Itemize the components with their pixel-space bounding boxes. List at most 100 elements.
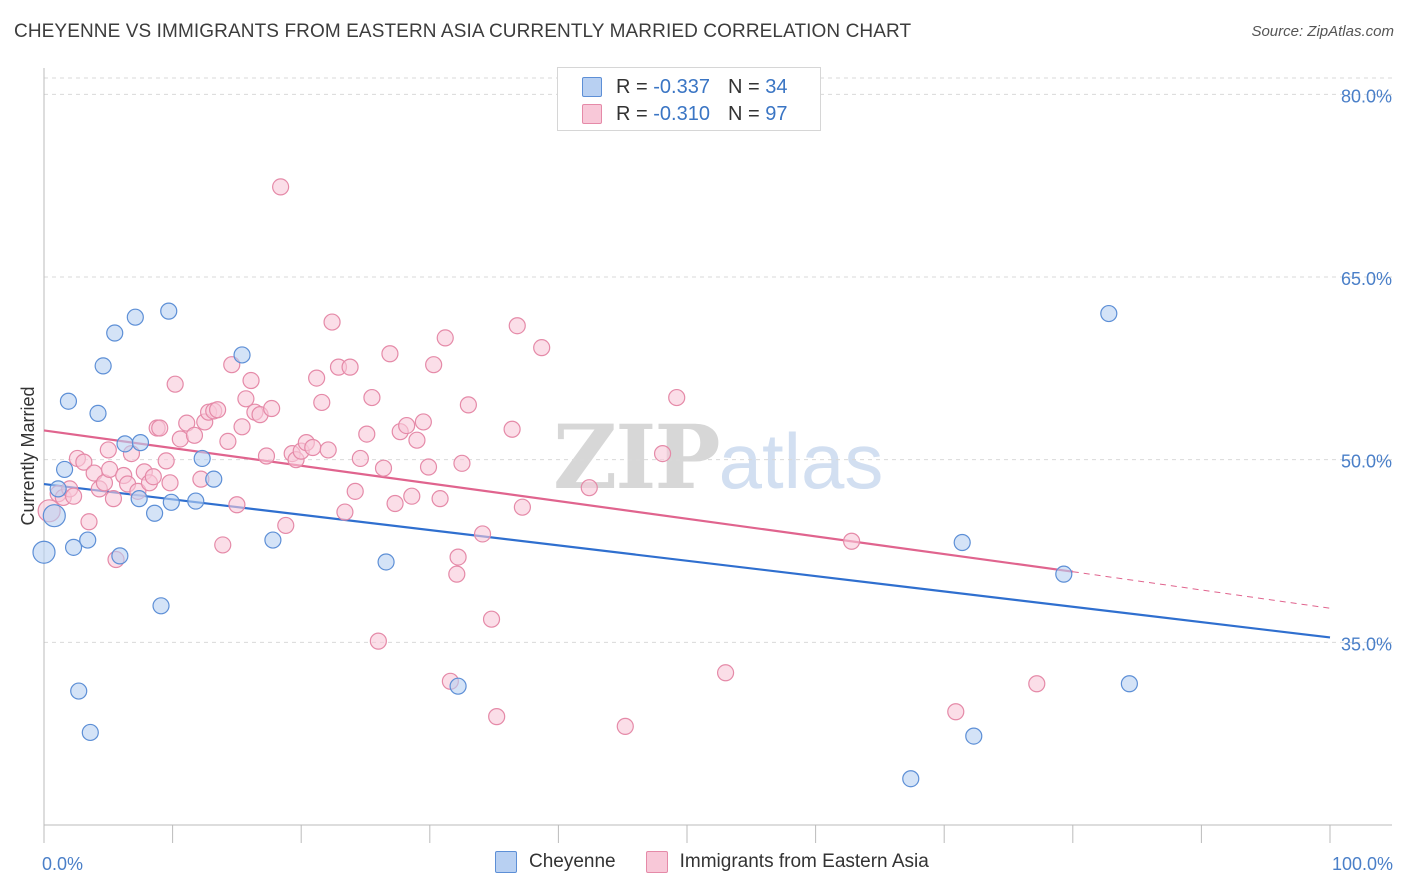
eastasia-point	[144, 468, 162, 486]
cheyenne-point	[449, 677, 467, 695]
eastasia-legend-label: Immigrants from Eastern Asia	[679, 851, 929, 872]
cheyenne-point	[126, 308, 144, 326]
cheyenne-point	[1055, 565, 1073, 583]
cheyenne-point	[377, 553, 395, 571]
eastasia-point	[277, 516, 295, 535]
eastasia-point	[453, 454, 471, 472]
eastasia-point	[185, 426, 204, 444]
eastasia-point	[398, 416, 416, 435]
data-points	[32, 178, 1138, 788]
eastasia-point	[473, 525, 492, 543]
cheyenne-point	[32, 540, 56, 564]
cheyenne-point	[106, 324, 124, 342]
cheyenne-point	[130, 490, 148, 508]
cheyenne-swatch	[582, 77, 602, 97]
eastasia-point	[947, 703, 965, 721]
cheyenne-point	[902, 770, 920, 788]
trend-lines	[43, 429, 1331, 639]
eastasia-point	[336, 503, 354, 521]
cheyenne-point	[55, 460, 74, 479]
eastasia-point	[488, 708, 506, 726]
eastasia-point	[263, 399, 281, 418]
eastasia-point	[100, 460, 119, 479]
eastasia-point	[75, 453, 93, 471]
cheyenne-point	[264, 531, 282, 549]
eastasia-trend-line	[43, 429, 1073, 573]
cheyenne-point	[162, 493, 180, 511]
legend-n-label: N =	[727, 75, 760, 98]
eastasia-point	[346, 482, 364, 500]
eastasia-point	[319, 441, 337, 459]
eastasia-point	[503, 420, 521, 438]
eastasia-point	[419, 458, 438, 476]
eastasia-point	[363, 388, 381, 407]
y-tick-label: 50.0%	[1341, 452, 1392, 472]
x-tick-label: 100.0%	[1332, 854, 1393, 874]
eastasia-point	[425, 356, 443, 374]
cheyenne-point	[965, 727, 983, 745]
eastasia-point	[716, 664, 735, 682]
y-axis-title: Currently Married	[18, 386, 38, 525]
eastasia-point	[313, 393, 331, 412]
eastasia-point	[80, 513, 98, 531]
cheyenne-point	[1120, 675, 1138, 693]
x-tick-label: 0.0%	[42, 854, 83, 874]
cheyenne-point	[953, 533, 971, 552]
eastasia-swatch	[582, 104, 602, 124]
eastasia-point	[99, 441, 117, 459]
eastasia-point	[161, 474, 179, 492]
legend-r-value: -0.310	[653, 102, 710, 125]
eastasia-point	[513, 498, 531, 516]
legend-r-value: -0.337	[653, 75, 710, 98]
eastasia-trend-extension	[1072, 571, 1331, 609]
watermark-zip: ZIP	[553, 405, 721, 509]
cheyenne-point	[160, 302, 178, 320]
eastasia-point	[408, 431, 426, 449]
legend-row-eastasia: R = -0.310 N = 97	[582, 102, 787, 126]
eastasia-point	[668, 388, 686, 407]
eastasia-point	[228, 496, 246, 514]
eastasia-point	[616, 717, 634, 735]
cheyenne-point	[79, 531, 97, 549]
cheyenne-point	[187, 492, 205, 510]
eastasia-point	[449, 548, 467, 566]
watermark: ZIPatlas	[553, 405, 883, 509]
cheyenne-point	[70, 682, 88, 700]
source-note: Source: ZipAtlas.com	[1251, 23, 1394, 40]
eastasia-point	[166, 375, 184, 393]
eastasia-point	[209, 401, 227, 419]
eastasia-point	[178, 414, 196, 432]
eastasia-point	[374, 459, 393, 477]
cheyenne-point	[94, 357, 112, 375]
cheyenne-point	[131, 434, 150, 452]
series-legend: Cheyenne Immigrants from Eastern Asia	[495, 851, 959, 873]
cheyenne-point	[64, 538, 83, 556]
y-tick-label: 80.0%	[1341, 86, 1392, 106]
cheyenne-point	[49, 480, 67, 498]
eastasia-point	[323, 313, 341, 331]
eastasia-point	[308, 369, 326, 387]
cheyenne-point	[42, 504, 66, 528]
eastasia-point	[151, 419, 169, 437]
eastasia-point	[1028, 675, 1046, 693]
cheyenne-point	[145, 504, 164, 522]
eastasia-point	[369, 632, 387, 650]
cheyenne-point	[81, 723, 99, 742]
cheyenne-point	[193, 449, 211, 468]
eastasia-point	[448, 565, 466, 583]
eastasia-point	[64, 487, 83, 505]
series-legend-eastasia: Immigrants from Eastern Asia	[645, 851, 929, 873]
cheyenne-point	[233, 346, 251, 364]
chart-title: CHEYENNE VS IMMIGRANTS FROM EASTERN ASIA…	[14, 21, 912, 42]
legend-r-label: R =	[616, 75, 648, 98]
eastasia-point	[242, 371, 260, 390]
eastasia-point	[351, 449, 369, 468]
eastasia-legend-swatch	[645, 851, 668, 873]
eastasia-point	[358, 425, 376, 443]
eastasia-point	[580, 479, 598, 497]
eastasia-point	[431, 490, 449, 508]
eastasia-point	[843, 532, 861, 550]
eastasia-point	[653, 444, 672, 463]
cheyenne-legend-label: Cheyenne	[529, 851, 616, 872]
